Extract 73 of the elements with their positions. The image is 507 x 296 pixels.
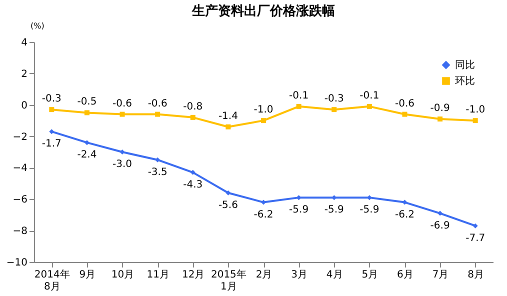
data-label: -4.3 (183, 179, 203, 190)
point (155, 157, 160, 162)
x-tick-label: 3月 (291, 270, 308, 280)
data-label: -1.4 (218, 110, 238, 122)
data-label: -7.7 (466, 232, 486, 244)
point (226, 190, 231, 196)
data-label: -0.5 (77, 96, 97, 108)
data-label: -0.9 (430, 103, 450, 114)
data-label: -1.0 (466, 104, 486, 116)
data-label: -5.9 (360, 204, 380, 216)
legend-label: 同比 (455, 59, 475, 71)
data-label: -0.8 (183, 101, 203, 112)
y-tick-label: −4 (12, 163, 28, 174)
data-label: -3.0 (112, 159, 132, 170)
data-label: -6.2 (394, 209, 414, 220)
x-tick-label: 9月 (79, 270, 96, 280)
x-tick-label: 2015年 1月 (210, 268, 246, 292)
data-label: -5.9 (289, 204, 309, 216)
data-label: -2.4 (77, 150, 97, 161)
x-tick-label: 2014年 8月 (34, 268, 70, 292)
x-tick-label: 5月 (362, 270, 378, 280)
data-label: -0.3 (42, 94, 62, 105)
point (438, 116, 443, 122)
data-label: -0.1 (289, 90, 309, 102)
point (49, 107, 54, 112)
y-tick-label: −2 (12, 132, 28, 143)
y-tick-label: 0 (21, 100, 28, 112)
point (120, 112, 125, 117)
legend-label: 环比 (455, 75, 475, 87)
x-tick-label: 11月 (146, 270, 170, 280)
point (261, 118, 266, 124)
point (84, 140, 90, 146)
y-tick-label: −8 (12, 226, 28, 238)
point (226, 124, 231, 130)
data-label: -5.9 (324, 204, 344, 216)
data-label: -0.6 (394, 98, 414, 110)
chart-title: 生产资料出厂价格涨跌幅 (191, 3, 335, 19)
x-tick-label: 2月 (256, 270, 272, 280)
point (402, 112, 408, 117)
y-tick-label: 2 (21, 68, 28, 80)
y-tick-label: −6 (12, 194, 28, 206)
data-label: -1.7 (42, 138, 62, 150)
point (366, 104, 372, 109)
point (261, 200, 266, 205)
y-axis-title: (%) (30, 22, 44, 30)
y-tick-label: −10 (6, 258, 28, 268)
point (190, 114, 196, 120)
point (84, 110, 90, 116)
data-label: -5.6 (218, 200, 238, 211)
y-tick-label: 4 (21, 38, 28, 48)
point (472, 223, 478, 228)
point (332, 107, 337, 112)
point (155, 112, 160, 117)
point (438, 210, 443, 216)
data-label: -1.0 (254, 104, 274, 116)
data-label: -0.3 (324, 94, 344, 105)
x-tick-label: 10月 (111, 270, 134, 280)
point (296, 104, 302, 109)
data-label: -0.6 (112, 98, 132, 110)
data-label: -6.2 (254, 209, 274, 220)
x-tick-label: 6月 (397, 270, 414, 280)
data-label: -3.5 (148, 166, 168, 178)
data-label: -0.6 (148, 98, 168, 110)
data-label: -6.9 (430, 220, 450, 232)
point (472, 118, 478, 124)
x-tick-label: 8月 (468, 270, 484, 280)
point (190, 170, 196, 175)
point (120, 150, 125, 154)
x-tick-label: 4月 (326, 270, 343, 280)
x-tick-label: 12月 (182, 270, 205, 280)
point (49, 129, 54, 134)
x-tick-label: 7月 (432, 270, 449, 280)
data-label: -0.1 (360, 90, 380, 102)
